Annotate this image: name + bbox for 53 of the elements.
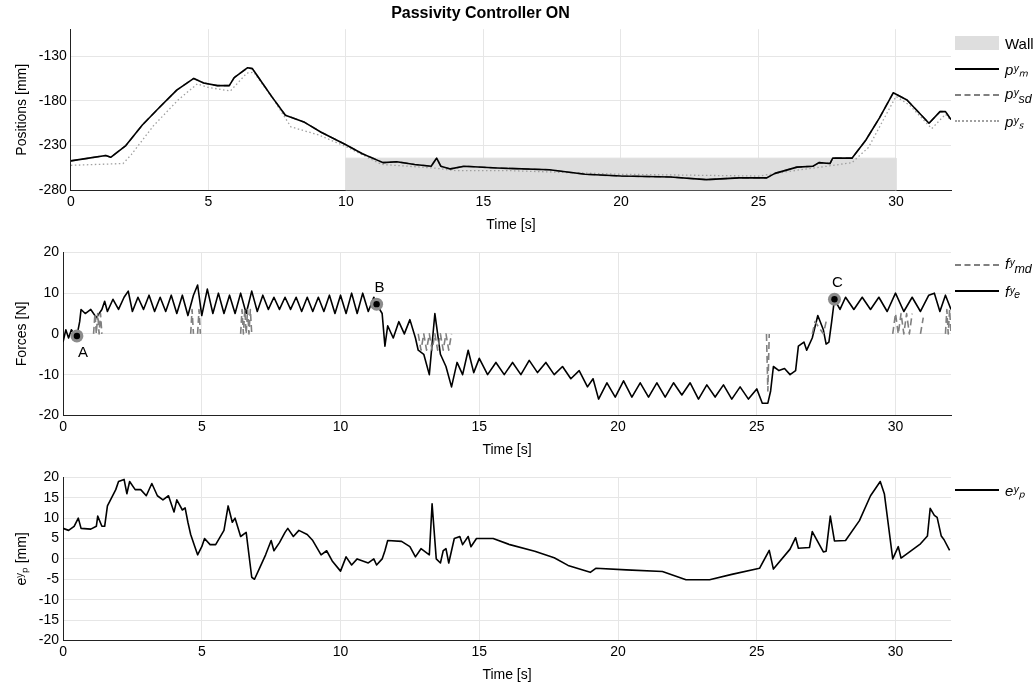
x-tick-label: 15: [471, 417, 488, 434]
y-tick-label: -280: [38, 181, 68, 198]
y-tick-label: -230: [38, 136, 68, 153]
x-tick-label: 25: [748, 642, 765, 659]
y-tick-label: -20: [38, 406, 60, 423]
x-tick-label: 30: [887, 642, 904, 659]
y-tick-label: -20: [38, 631, 60, 648]
x-axis-title: Time [s]: [486, 216, 536, 233]
x-tick-label: 10: [332, 417, 349, 434]
x-tick-label: 30: [888, 192, 904, 209]
x-tick-label: 5: [197, 642, 206, 659]
y-tick-label: -5: [46, 570, 60, 587]
legend-label: fʸₑ: [1005, 282, 1021, 300]
y-tick-label: -180: [38, 91, 68, 108]
legend-label: pʸ$_{sd}$: [1005, 84, 1032, 106]
annotation: A: [77, 342, 88, 360]
legend-label: pʸₘ: [1005, 60, 1028, 79]
y-axis-title: eʸₚ [mm]: [13, 532, 31, 586]
y-tick-label: 20: [43, 468, 60, 485]
y-tick-label: -130: [38, 46, 68, 63]
legend-label: Wall: [1005, 34, 1034, 52]
y-tick-label: 15: [43, 488, 60, 505]
x-tick-label: 5: [204, 192, 213, 209]
x-axis-title: Time [s]: [482, 441, 532, 458]
x-tick-label: 10: [338, 192, 354, 209]
annotation: C: [832, 272, 844, 290]
x-tick-label: 25: [748, 417, 765, 434]
y-axis-title: Forces [N]: [13, 301, 30, 367]
x-axis-title: Time [s]: [482, 666, 532, 683]
x-tick-label: 15: [475, 192, 492, 209]
x-tick-label: 30: [887, 417, 904, 434]
y-axis-title: Positions [mm]: [13, 63, 30, 156]
x-tick-label: 25: [750, 192, 767, 209]
x-tick-label: 10: [332, 642, 349, 659]
y-tick-label: -10: [38, 590, 60, 607]
y-tick-label: -10: [38, 365, 60, 382]
y-tick-label: -15: [38, 610, 60, 627]
legend-label: pʸₛ: [1005, 112, 1024, 131]
x-tick-label: 20: [610, 642, 627, 659]
x-tick-label: 15: [471, 642, 488, 659]
x-tick-label: 20: [613, 192, 629, 209]
x-tick-label: 5: [197, 417, 206, 434]
legend-label: fʸ$_{md}$: [1005, 254, 1032, 276]
y-tick-label: 0: [51, 324, 60, 341]
chart-title: Passivity Controller ON: [391, 4, 570, 22]
y-tick-label: 20: [43, 243, 60, 260]
annotation: B: [374, 277, 385, 295]
y-tick-label: 5: [51, 529, 60, 546]
y-tick-label: 10: [43, 509, 60, 526]
y-tick-label: 10: [43, 284, 60, 301]
x-tick-label: 20: [610, 417, 627, 434]
y-tick-label: 0: [51, 549, 60, 566]
legend-label: eʸₚ: [1005, 481, 1025, 500]
